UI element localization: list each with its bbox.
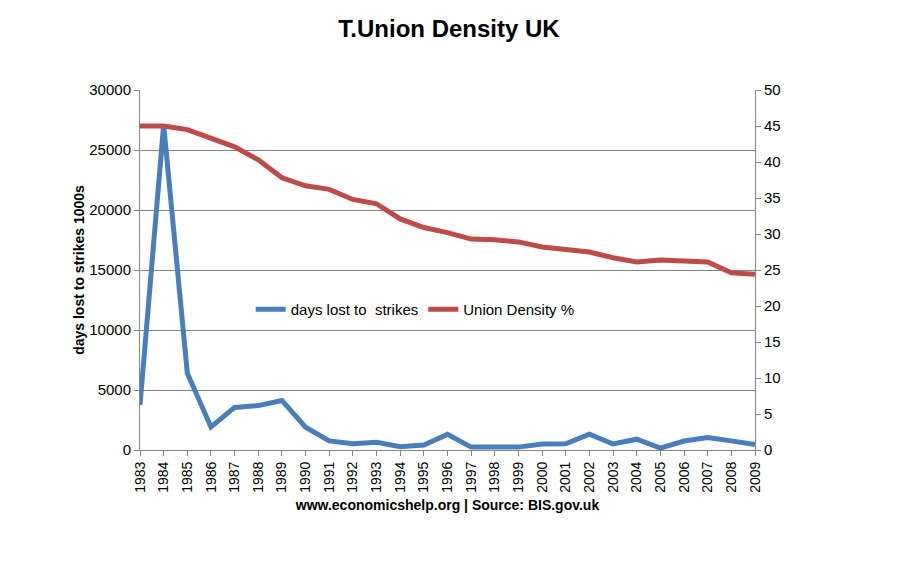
svg-text:20: 20: [764, 297, 781, 314]
svg-text:days lost to strikes: days lost to strikes: [291, 301, 419, 318]
svg-text:www.economicshelp.org | Source: www.economicshelp.org | Source: BIS.gov.…: [295, 497, 600, 513]
svg-text:2002: 2002: [581, 461, 597, 492]
svg-text:2005: 2005: [652, 461, 668, 492]
svg-text:30: 30: [764, 225, 781, 242]
svg-text:0: 0: [764, 441, 772, 458]
svg-text:10: 10: [764, 369, 781, 386]
svg-text:1994: 1994: [392, 461, 408, 492]
svg-text:1990: 1990: [297, 461, 313, 492]
svg-text:1989: 1989: [273, 461, 289, 492]
svg-text:2006: 2006: [676, 461, 692, 492]
svg-text:2000: 2000: [534, 461, 550, 492]
svg-text:1995: 1995: [415, 461, 431, 492]
svg-text:40: 40: [764, 153, 781, 170]
svg-text:25000: 25000: [89, 141, 131, 158]
svg-text:10000: 10000: [89, 321, 131, 338]
svg-text:1999: 1999: [510, 461, 526, 492]
svg-text:2007: 2007: [699, 461, 715, 492]
svg-text:35: 35: [764, 189, 781, 206]
svg-text:1983: 1983: [132, 461, 148, 492]
svg-text:45: 45: [764, 117, 781, 134]
svg-text:Union Density %: Union Density %: [463, 301, 574, 318]
svg-text:1985: 1985: [179, 461, 195, 492]
svg-text:25: 25: [764, 261, 781, 278]
svg-text:5000: 5000: [98, 381, 131, 398]
svg-text:1998: 1998: [486, 461, 502, 492]
svg-text:1984: 1984: [155, 461, 171, 492]
svg-text:1987: 1987: [226, 461, 242, 492]
svg-text:1986: 1986: [203, 461, 219, 492]
svg-text:2008: 2008: [723, 461, 739, 492]
svg-text:0: 0: [123, 441, 131, 458]
svg-text:1996: 1996: [439, 461, 455, 492]
svg-text:1991: 1991: [321, 461, 337, 492]
svg-text:15: 15: [764, 333, 781, 350]
svg-text:1993: 1993: [368, 461, 384, 492]
svg-text:2003: 2003: [605, 461, 621, 492]
svg-text:1988: 1988: [250, 461, 266, 492]
svg-text:days lost to strikes 1000s: days lost to strikes 1000s: [71, 185, 87, 355]
svg-text:1992: 1992: [344, 461, 360, 492]
svg-text:T.Union Density UK: T.Union Density UK: [338, 15, 560, 42]
svg-text:50: 50: [764, 81, 781, 98]
svg-text:15000: 15000: [89, 261, 131, 278]
svg-text:2001: 2001: [557, 461, 573, 492]
svg-text:2004: 2004: [628, 461, 644, 492]
svg-text:1997: 1997: [463, 461, 479, 492]
svg-text:5: 5: [764, 405, 772, 422]
svg-text:30000: 30000: [89, 81, 131, 98]
svg-text:20000: 20000: [89, 201, 131, 218]
svg-text:2009: 2009: [747, 461, 763, 492]
